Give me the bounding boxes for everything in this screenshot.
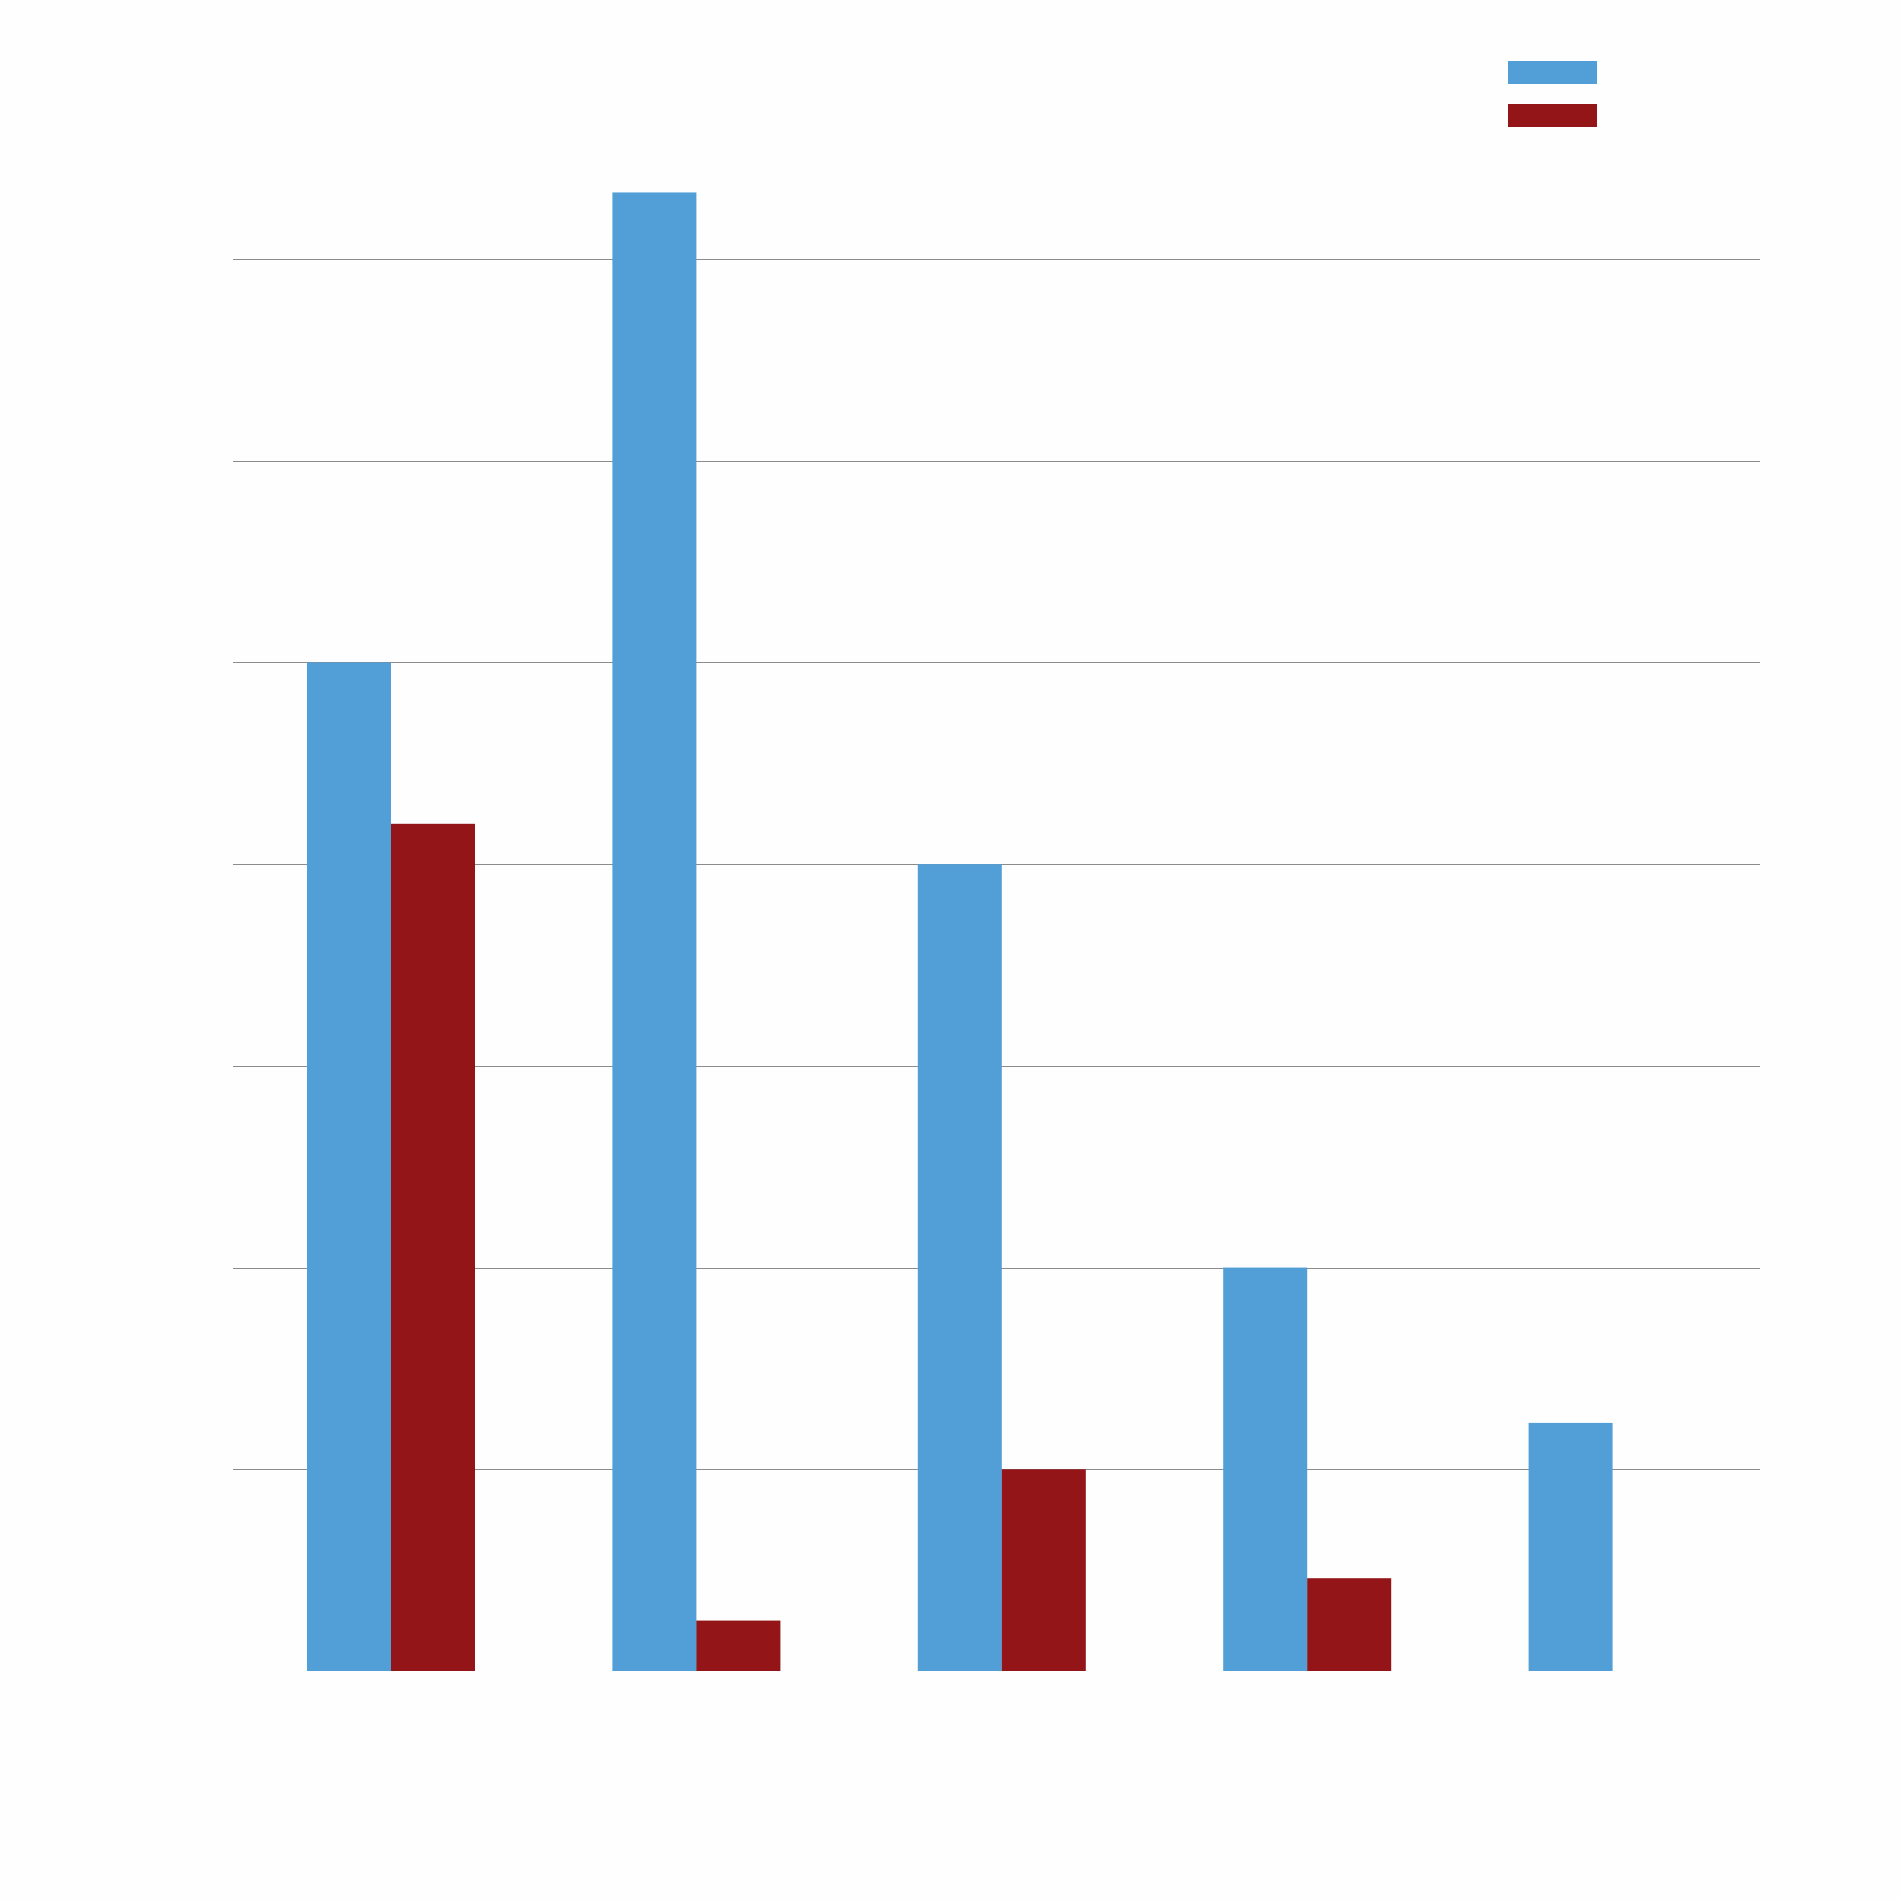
legend: [1508, 61, 1597, 127]
bar-series2-cat2: [696, 1620, 781, 1671]
legend-swatch-series1: [1508, 61, 1597, 84]
bar-series1-cat2: [612, 192, 697, 1671]
bar-series1-cat3: [917, 864, 1002, 1671]
bar-series2-cat3: [1001, 1469, 1086, 1671]
bar-series2-cat1: [391, 823, 475, 1671]
bar-series1-cat4: [1223, 1267, 1308, 1671]
legend-swatch-series2: [1508, 104, 1597, 127]
bar-series2-cat4: [1307, 1578, 1392, 1671]
bar-series1-cat1: [307, 662, 391, 1671]
bars: [307, 192, 1613, 1671]
bar-series1-cat5: [1528, 1422, 1613, 1671]
